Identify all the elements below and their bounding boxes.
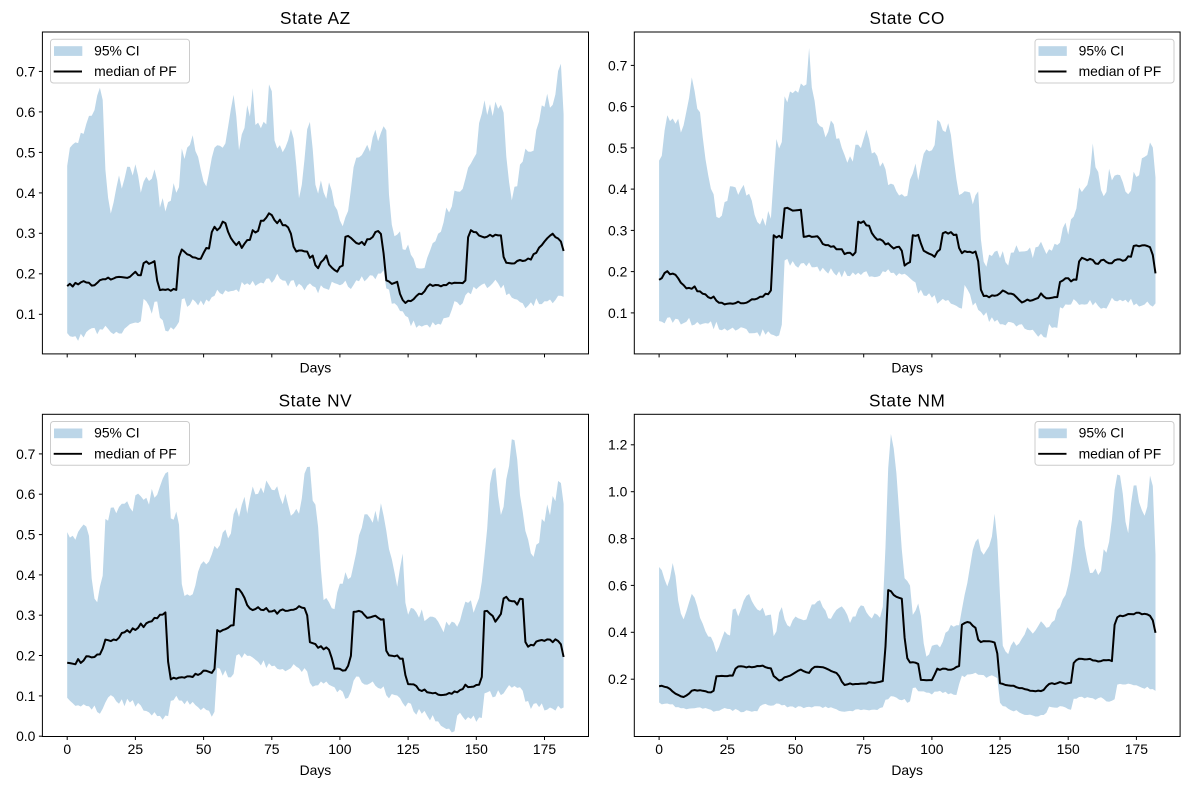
svg-text:0.2: 0.2: [16, 647, 36, 663]
svg-text:Days: Days: [300, 359, 332, 375]
svg-text:0.7: 0.7: [16, 446, 36, 462]
svg-text:175: 175: [533, 741, 556, 757]
svg-text:0.7: 0.7: [16, 63, 36, 79]
svg-text:0.1: 0.1: [16, 688, 36, 704]
svg-text:0.7: 0.7: [608, 57, 628, 73]
svg-text:median of PF: median of PF: [1079, 446, 1162, 462]
svg-text:0.3: 0.3: [16, 607, 36, 623]
svg-text:100: 100: [328, 741, 351, 757]
svg-text:0.1: 0.1: [16, 306, 36, 322]
svg-text:0.4: 0.4: [608, 181, 628, 197]
svg-text:0.1: 0.1: [608, 305, 628, 321]
svg-text:75: 75: [856, 741, 872, 757]
svg-text:State NM: State NM: [869, 390, 945, 410]
svg-text:median of PF: median of PF: [94, 63, 177, 79]
svg-text:0.0: 0.0: [16, 728, 36, 744]
svg-text:0: 0: [63, 741, 71, 757]
svg-text:Days: Days: [891, 359, 923, 375]
svg-text:State CO: State CO: [869, 8, 945, 28]
svg-text:50: 50: [788, 741, 804, 757]
svg-text:0.4: 0.4: [16, 185, 36, 201]
svg-text:1.2: 1.2: [608, 437, 628, 453]
svg-text:0.4: 0.4: [16, 567, 36, 583]
svg-text:1.0: 1.0: [608, 484, 628, 500]
svg-text:95% CI: 95% CI: [94, 425, 140, 441]
svg-text:0: 0: [655, 741, 663, 757]
svg-text:125: 125: [397, 741, 420, 757]
svg-text:0.6: 0.6: [16, 486, 36, 502]
svg-text:0.6: 0.6: [608, 99, 628, 115]
svg-text:0.3: 0.3: [608, 222, 628, 238]
svg-text:Days: Days: [891, 762, 923, 778]
svg-text:State NV: State NV: [279, 390, 353, 410]
svg-text:0.6: 0.6: [608, 577, 628, 593]
svg-text:95% CI: 95% CI: [1079, 425, 1125, 441]
svg-text:125: 125: [988, 741, 1011, 757]
svg-text:150: 150: [1057, 741, 1080, 757]
svg-text:0.2: 0.2: [608, 264, 628, 280]
svg-text:175: 175: [1125, 741, 1148, 757]
svg-text:0.4: 0.4: [608, 624, 628, 640]
svg-text:0.5: 0.5: [16, 144, 36, 160]
svg-text:100: 100: [920, 741, 943, 757]
svg-text:0.3: 0.3: [16, 225, 36, 241]
svg-text:0.5: 0.5: [16, 527, 36, 543]
svg-text:median of PF: median of PF: [1079, 63, 1162, 79]
svg-text:95% CI: 95% CI: [94, 42, 140, 58]
svg-text:Days: Days: [300, 762, 332, 778]
svg-text:150: 150: [465, 741, 488, 757]
svg-text:0.2: 0.2: [16, 266, 36, 282]
svg-text:0.8: 0.8: [608, 531, 628, 547]
svg-text:75: 75: [264, 741, 280, 757]
svg-text:50: 50: [196, 741, 212, 757]
svg-text:25: 25: [720, 741, 736, 757]
svg-text:0.2: 0.2: [608, 671, 628, 687]
svg-text:0.6: 0.6: [16, 104, 36, 120]
svg-text:95% CI: 95% CI: [1079, 42, 1125, 58]
svg-text:0.5: 0.5: [608, 140, 628, 156]
svg-text:State AZ: State AZ: [280, 8, 351, 28]
svg-text:median of PF: median of PF: [94, 446, 177, 462]
svg-text:25: 25: [128, 741, 144, 757]
